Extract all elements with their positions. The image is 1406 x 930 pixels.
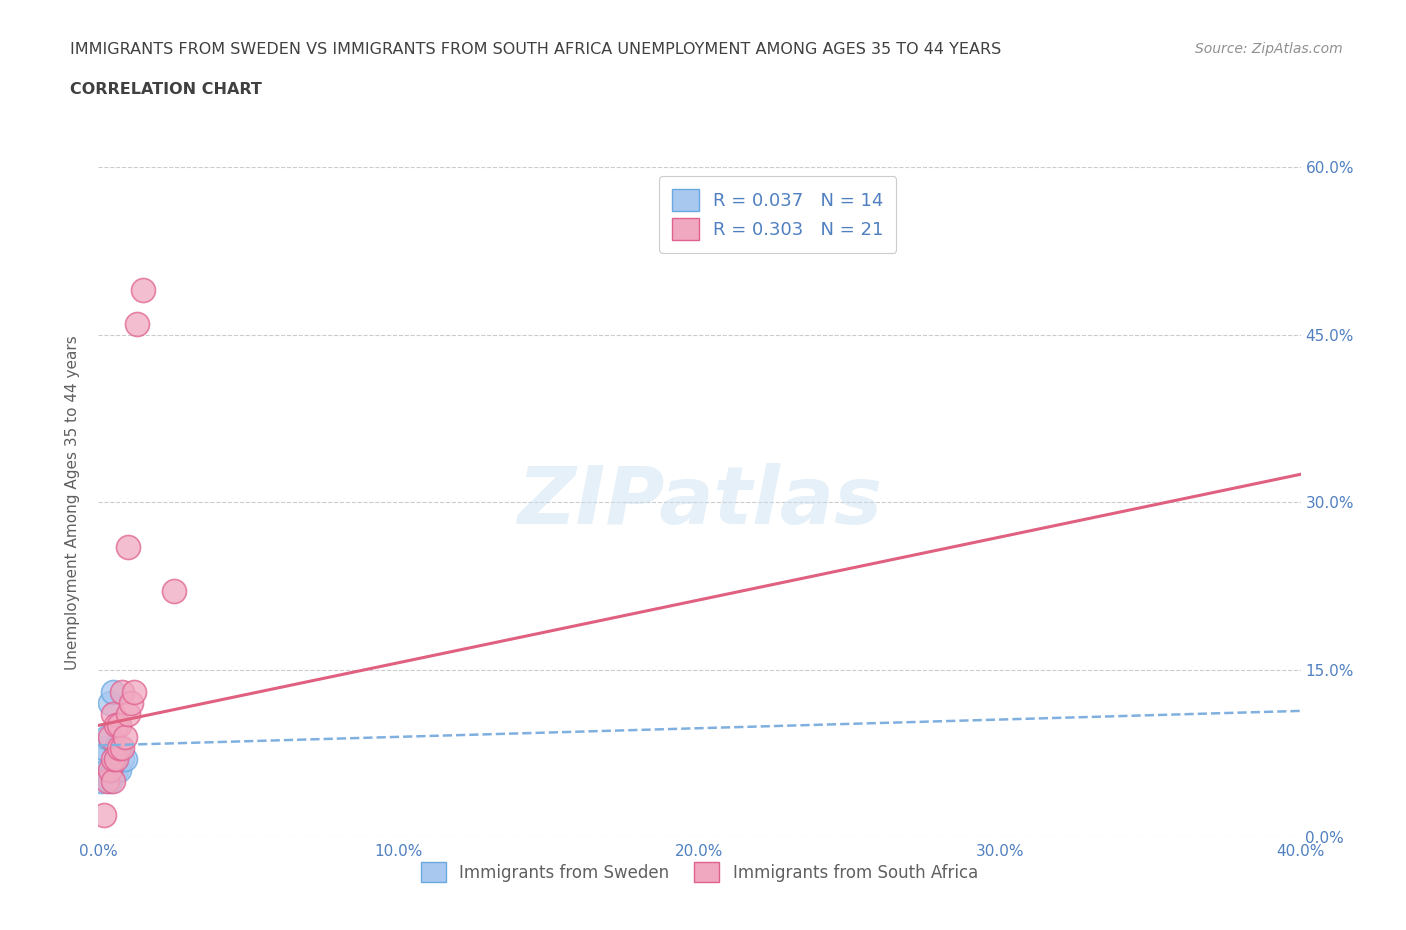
Point	[103, 763, 125, 777]
Point	[100, 696, 122, 711]
Point	[93, 807, 115, 822]
Point	[103, 774, 125, 789]
Point	[96, 763, 118, 777]
Text: CORRELATION CHART: CORRELATION CHART	[70, 82, 262, 97]
Point	[100, 774, 122, 789]
Point	[103, 684, 125, 699]
Point	[108, 718, 131, 733]
Point	[100, 763, 122, 777]
Point	[127, 316, 149, 331]
Text: IMMIGRANTS FROM SWEDEN VS IMMIGRANTS FROM SOUTH AFRICA UNEMPLOYMENT AMONG AGES 3: IMMIGRANTS FROM SWEDEN VS IMMIGRANTS FRO…	[70, 42, 1001, 57]
Point	[108, 740, 131, 755]
Point	[121, 696, 143, 711]
Point	[100, 729, 122, 744]
Y-axis label: Unemployment Among Ages 35 to 44 years: Unemployment Among Ages 35 to 44 years	[65, 335, 80, 670]
Point	[105, 751, 128, 766]
Point	[132, 283, 155, 298]
Point	[93, 751, 115, 766]
Point	[103, 707, 125, 722]
Point	[105, 763, 128, 777]
Point	[93, 740, 115, 755]
Point	[108, 763, 131, 777]
Point	[105, 718, 128, 733]
Point	[103, 751, 125, 766]
Point	[105, 740, 128, 755]
Point	[111, 740, 134, 755]
Point	[96, 729, 118, 744]
Legend: Immigrants from Sweden, Immigrants from South Africa: Immigrants from Sweden, Immigrants from …	[415, 856, 984, 889]
Point	[114, 729, 136, 744]
Text: Source: ZipAtlas.com: Source: ZipAtlas.com	[1195, 42, 1343, 56]
Point	[117, 707, 139, 722]
Point	[90, 774, 112, 789]
Point	[111, 684, 134, 699]
Point	[162, 584, 184, 599]
Point	[111, 751, 134, 766]
Text: ZIPatlas: ZIPatlas	[517, 463, 882, 541]
Point	[114, 751, 136, 766]
Point	[124, 684, 146, 699]
Point	[117, 539, 139, 554]
Point	[96, 774, 118, 789]
